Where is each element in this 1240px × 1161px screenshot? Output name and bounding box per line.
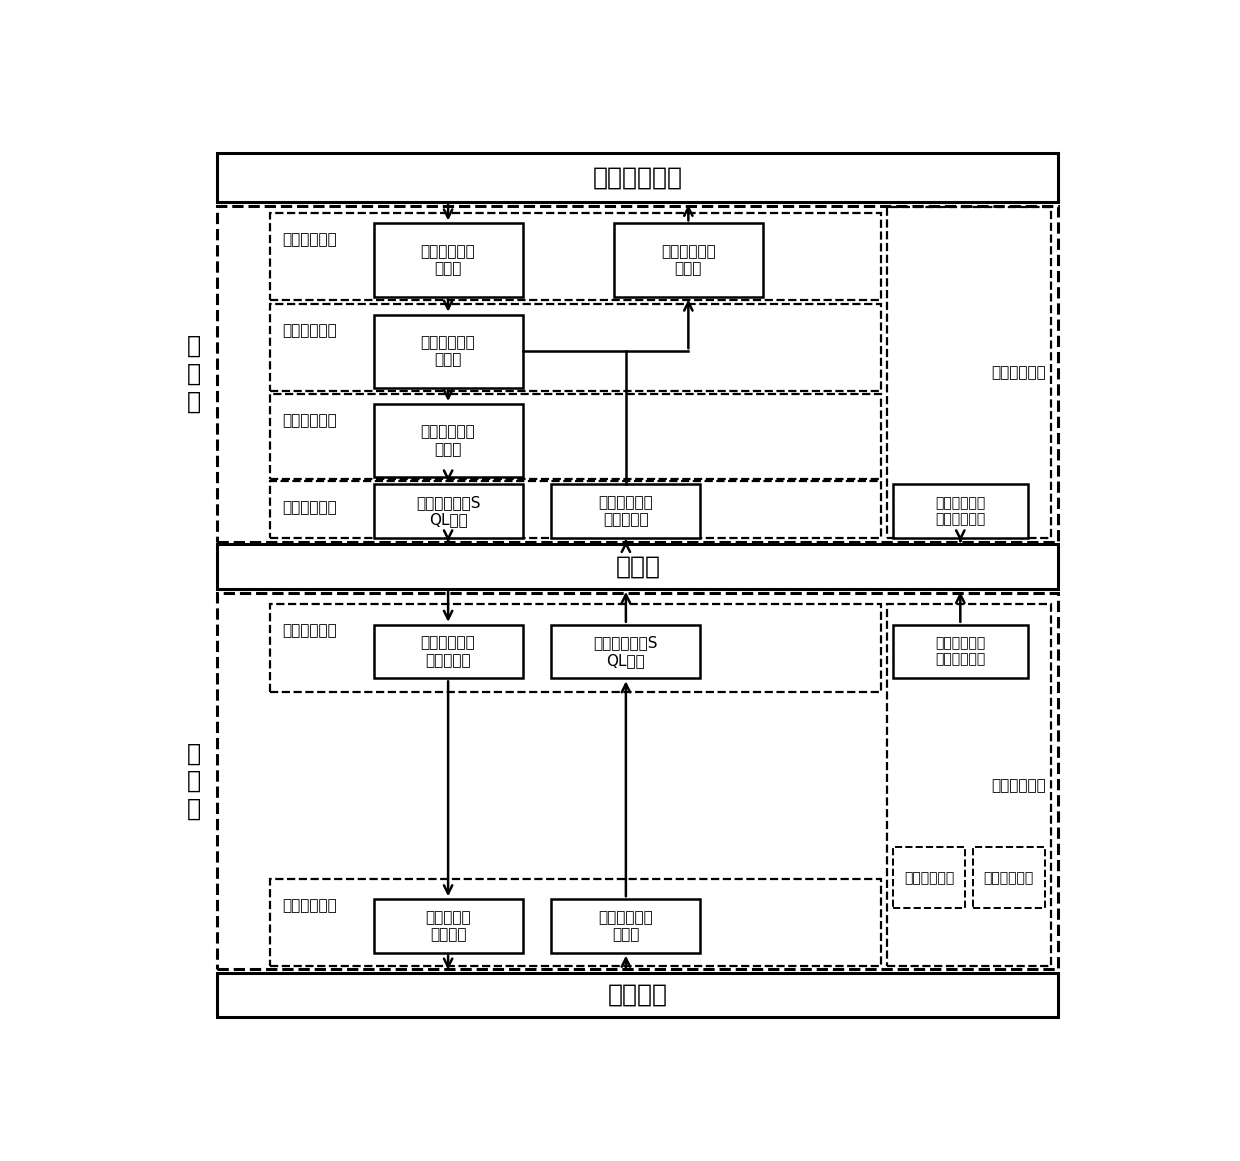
Bar (614, 223, 763, 297)
Text: 发送响应，关
闭会话: 发送响应，关 闭会话 (661, 244, 715, 276)
Bar (270, 212, 880, 301)
Bar (373, 404, 522, 477)
Text: 服务发现模块: 服务发现模块 (281, 323, 336, 338)
Text: 收到响应，关
闭会话: 收到响应，关 闭会话 (599, 910, 653, 943)
Bar (373, 625, 522, 678)
Bar (552, 484, 701, 538)
Bar (373, 315, 522, 388)
Text: 清理被标记为
可清理的响应: 清理被标记为 可清理的响应 (935, 496, 986, 526)
Bar (893, 848, 965, 908)
Bar (552, 899, 701, 953)
Bar (270, 879, 880, 966)
Text: 数据清理模块: 数据清理模块 (991, 366, 1045, 380)
Bar (893, 625, 1028, 678)
Text: 创建会话，
发送请求: 创建会话， 发送请求 (425, 910, 471, 943)
Text: 前
置
机: 前 置 机 (186, 334, 201, 413)
Text: 服务代理模块: 服务代理模块 (281, 413, 336, 428)
Bar (217, 545, 1058, 589)
Bar (888, 604, 1050, 966)
Bar (373, 899, 522, 953)
Text: 清理被标记为
可清理的请求: 清理被标记为 可清理的请求 (935, 636, 986, 666)
Text: 轮询中间库获
取请求信息: 轮询中间库获 取请求信息 (420, 635, 475, 668)
Text: 收到请求，创
建会话: 收到请求，创 建会话 (420, 244, 475, 276)
Bar (217, 207, 1058, 541)
Bar (270, 481, 880, 538)
Bar (217, 973, 1058, 1017)
Text: 任务调度模块: 任务调度模块 (281, 500, 336, 515)
Text: 修改请求的目
标地址: 修改请求的目 标地址 (420, 425, 475, 456)
Bar (888, 208, 1050, 538)
Text: 会话管理模块: 会话管理模块 (281, 232, 336, 247)
Text: 内网服务: 内网服务 (608, 983, 668, 1007)
Text: 任务调度模块: 任务调度模块 (281, 623, 336, 639)
Bar (373, 484, 522, 538)
Bar (552, 625, 701, 678)
Bar (893, 484, 1028, 538)
Text: 将响应转换为S
QL语句: 将响应转换为S QL语句 (594, 635, 658, 668)
Bar (373, 223, 522, 297)
Text: 将请求转换为S
QL语句: 将请求转换为S QL语句 (415, 495, 480, 527)
Text: 服务代理模块: 服务代理模块 (983, 871, 1034, 885)
Text: 服务发现模块: 服务发现模块 (904, 871, 955, 885)
Text: 会话管理模块: 会话管理模块 (281, 897, 336, 913)
Text: 检测可用后置
机节点: 检测可用后置 机节点 (420, 336, 475, 367)
Text: 数据清理模块: 数据清理模块 (991, 778, 1045, 793)
Text: 中间库: 中间库 (615, 555, 661, 578)
Text: 后
置
机: 后 置 机 (186, 742, 201, 821)
Bar (217, 153, 1058, 202)
Bar (973, 848, 1045, 908)
Text: 轮询中间库获
取响应信息: 轮询中间库获 取响应信息 (599, 495, 653, 527)
Bar (270, 394, 880, 479)
Bar (270, 604, 880, 692)
Text: 外网移动应用: 外网移动应用 (593, 165, 683, 189)
Bar (270, 304, 880, 391)
Bar (217, 593, 1058, 969)
